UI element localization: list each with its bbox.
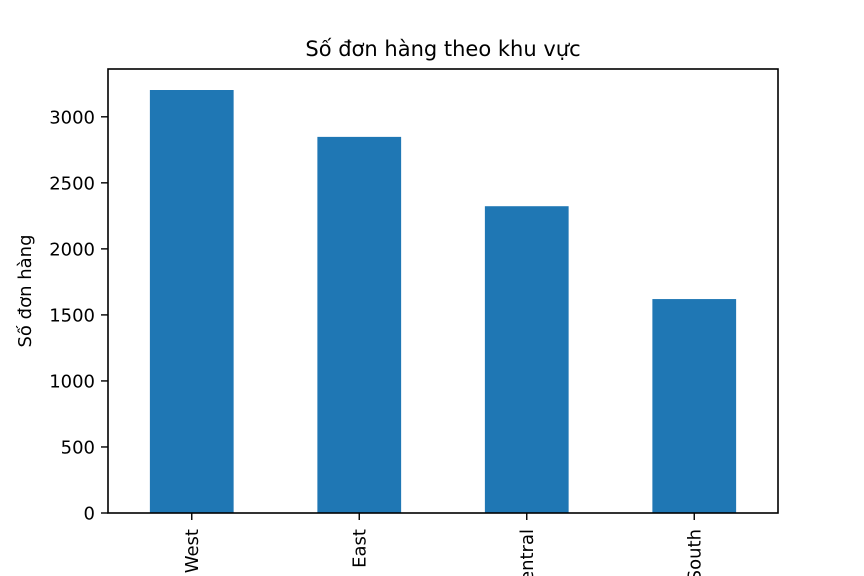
- y-tick-label: 0: [84, 504, 95, 525]
- chart-title: Số đơn hàng theo khu vực: [305, 37, 580, 61]
- y-tick-label: 500: [61, 437, 95, 458]
- bar-central: [484, 206, 569, 513]
- y-axis: 0 500 1000 1500 2000 2500 3000: [49, 107, 108, 525]
- bar-south: [652, 299, 737, 513]
- x-tick-label: East: [349, 529, 370, 568]
- y-tick-label: 2000: [49, 239, 95, 260]
- x-tick-label: South: [684, 529, 705, 576]
- plot-frame: [107, 68, 779, 514]
- y-tick-label: 1000: [49, 371, 95, 392]
- bar-east: [317, 136, 402, 513]
- y-tick-label: 2500: [49, 173, 95, 194]
- bar-west: [149, 90, 234, 513]
- x-tick-label: West: [182, 529, 203, 573]
- y-tick-label: 3000: [49, 107, 95, 128]
- y-tick-label: 1500: [49, 305, 95, 326]
- x-axis: West East Central South: [182, 513, 705, 576]
- y-axis-label: Số đơn hàng: [15, 234, 36, 347]
- bars-group: [149, 90, 737, 513]
- x-tick-label: Central: [517, 529, 538, 576]
